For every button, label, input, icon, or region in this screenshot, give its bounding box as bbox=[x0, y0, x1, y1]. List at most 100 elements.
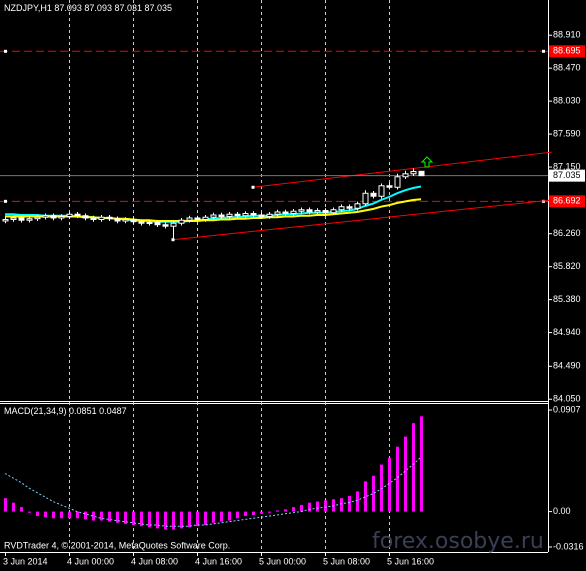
candle-body bbox=[82, 215, 89, 219]
candle-body bbox=[194, 217, 201, 220]
candle-body bbox=[202, 216, 209, 220]
macd-bar bbox=[308, 502, 311, 512]
trend-anchor bbox=[171, 238, 175, 242]
moving-average bbox=[5, 198, 422, 222]
candle-body bbox=[218, 214, 225, 217]
macd-bar bbox=[228, 511, 231, 521]
macd-bar bbox=[132, 511, 135, 526]
candle-body bbox=[266, 213, 273, 217]
level-label-box bbox=[549, 45, 585, 58]
macd-bar bbox=[60, 511, 63, 519]
macd-bar bbox=[164, 511, 167, 530]
macd-bar bbox=[412, 423, 415, 512]
level-label: 88.695 bbox=[553, 46, 581, 56]
ohlc-value: 87.031 bbox=[114, 3, 142, 13]
indicator-header: MACD(21,34,9) 0.0851 0.0487 bbox=[4, 406, 127, 416]
macd-bar bbox=[52, 511, 55, 519]
macd-bar bbox=[196, 511, 199, 527]
candle-body bbox=[418, 170, 425, 177]
watermark: forex.osobye.ru bbox=[372, 529, 544, 554]
macd-bar bbox=[244, 511, 247, 517]
macd-bar bbox=[324, 500, 327, 512]
arrow-icon bbox=[420, 156, 434, 168]
trend-anchor bbox=[251, 185, 255, 189]
ohlc-value: 87.035 bbox=[145, 3, 173, 13]
macd-bar bbox=[348, 495, 351, 512]
macd-bar bbox=[372, 475, 375, 512]
candle-body bbox=[234, 213, 241, 217]
candle-body bbox=[370, 192, 377, 197]
x-tick-label: 5 Jun 00:00 bbox=[259, 556, 306, 566]
candle-body bbox=[322, 209, 329, 214]
candle-body bbox=[106, 216, 113, 220]
candle-body bbox=[90, 217, 97, 220]
candle-body bbox=[410, 171, 417, 175]
macd-bar bbox=[340, 498, 343, 512]
macd-bar bbox=[356, 491, 359, 512]
candle-body bbox=[58, 215, 65, 219]
x-tick-label: 5 Jun 08:00 bbox=[323, 556, 370, 566]
candle-body bbox=[34, 216, 41, 220]
candle-body bbox=[138, 221, 145, 224]
macd-bar bbox=[188, 511, 191, 528]
candle-body bbox=[122, 218, 129, 222]
y-tick-label: 85.820 bbox=[553, 261, 581, 271]
indicator-value: 0.0851 bbox=[69, 406, 97, 416]
x-tick-label: 4 Jun 16:00 bbox=[195, 556, 242, 566]
macd-bar bbox=[4, 498, 7, 512]
macd-bar bbox=[380, 464, 383, 512]
candle-body bbox=[282, 211, 289, 214]
macd-bar bbox=[388, 457, 391, 512]
candle-body bbox=[226, 213, 233, 217]
candle-body bbox=[170, 222, 177, 227]
level-marker bbox=[4, 49, 7, 53]
symbol: NZDJPY,H1 bbox=[4, 3, 52, 13]
macd-bar bbox=[292, 507, 295, 512]
copyright: RVDTrader 4, © 2001-2014, MetaQuotes Sof… bbox=[4, 540, 230, 550]
macd-bar bbox=[236, 511, 239, 519]
candle-body bbox=[162, 224, 169, 227]
macd-bar bbox=[12, 502, 15, 512]
candle-body bbox=[210, 214, 217, 218]
macd-bar bbox=[396, 446, 399, 512]
macd-bar bbox=[268, 511, 271, 513]
y-tick-label: 88.470 bbox=[553, 63, 581, 73]
candle-body bbox=[298, 209, 305, 212]
indicator-name: MACD(21,34,9) bbox=[4, 406, 67, 416]
macd-bar bbox=[44, 511, 47, 518]
candle-body bbox=[306, 209, 313, 213]
candle-body bbox=[258, 214, 265, 217]
macd-bar bbox=[116, 511, 119, 523]
y-tick-label: 88.030 bbox=[553, 95, 581, 105]
macd-bar bbox=[180, 511, 183, 529]
macd-bar bbox=[148, 511, 151, 528]
candle-body bbox=[346, 206, 353, 209]
macd-bar bbox=[276, 510, 279, 512]
macd-bar bbox=[420, 416, 423, 512]
level-label-box bbox=[549, 195, 585, 208]
macd-bar bbox=[92, 511, 95, 521]
level-marker bbox=[4, 199, 7, 203]
y2-tick-label: 0.0907 bbox=[553, 404, 581, 414]
current-price-box bbox=[549, 169, 585, 182]
macd-bar bbox=[204, 511, 207, 526]
candle-body bbox=[26, 218, 33, 221]
y-tick-label: 86.260 bbox=[553, 228, 581, 238]
trend-line bbox=[252, 151, 553, 188]
candle-body bbox=[74, 213, 81, 217]
macd-bar bbox=[76, 511, 79, 519]
candle-body bbox=[10, 217, 17, 220]
macd-bar bbox=[300, 504, 303, 512]
x-tick-label: 3 Jun 2014 bbox=[3, 556, 48, 566]
macd-bar bbox=[36, 511, 39, 517]
macd-bar bbox=[20, 507, 23, 512]
macd-bar bbox=[252, 511, 255, 515]
candle-body bbox=[50, 215, 57, 219]
macd-bar bbox=[212, 511, 215, 523]
current-price-label: 87.035 bbox=[553, 170, 581, 180]
candle-body bbox=[18, 217, 25, 221]
candle-body bbox=[146, 221, 153, 224]
